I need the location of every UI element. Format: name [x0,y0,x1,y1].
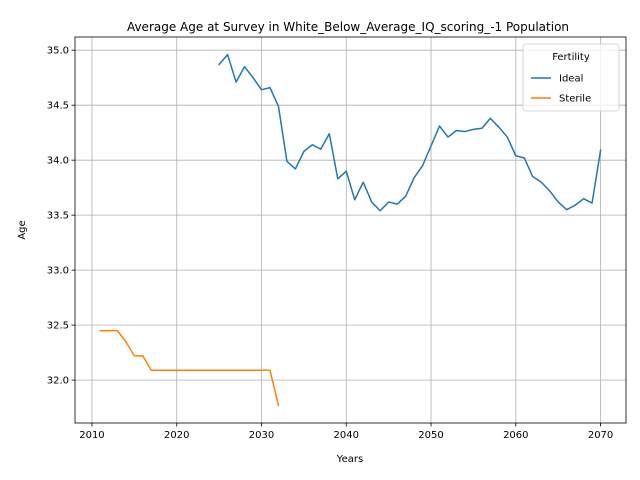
y-tick-label: 35.0 [47,46,69,57]
series-layer [99,53,602,407]
x-axis-label: Years [336,454,363,465]
legend-box [522,43,620,112]
legend-label-sterile: Sterile [559,94,591,105]
y-axis: 32.0 32.5 33.0 33.5 34.0 34.5 35.0 [47,46,75,387]
x-tick-label: 2010 [79,430,104,441]
x-axis: 2010 2020 2030 2040 2050 2060 2070 [79,423,613,441]
y-tick-label: 33.0 [47,266,69,277]
y-tick-label: 32.5 [47,321,69,332]
x-tick-label: 2020 [164,430,189,441]
x-tick-label: 2040 [334,430,359,441]
legend-label-ideal: Ideal [559,74,583,85]
chart-title: Average Age at Survey in White_Below_Ave… [127,20,569,34]
legend: Fertility Ideal Sterile [522,43,620,112]
x-tick-label: 2070 [588,430,613,441]
y-axis-label: Age [17,220,28,239]
x-tick-label: 2060 [503,430,528,441]
series-line-sterile [99,329,280,407]
plot-frame [74,36,627,424]
legend-title: Fertility [552,52,590,63]
y-tick-label: 33.5 [47,211,69,222]
x-tick-label: 2050 [418,430,443,441]
y-tick-label: 34.0 [47,156,69,167]
series-line-ideal [218,53,602,212]
x-tick-label: 2030 [249,430,274,441]
y-tick-label: 32.0 [47,376,69,387]
y-tick-label: 34.5 [47,101,69,112]
